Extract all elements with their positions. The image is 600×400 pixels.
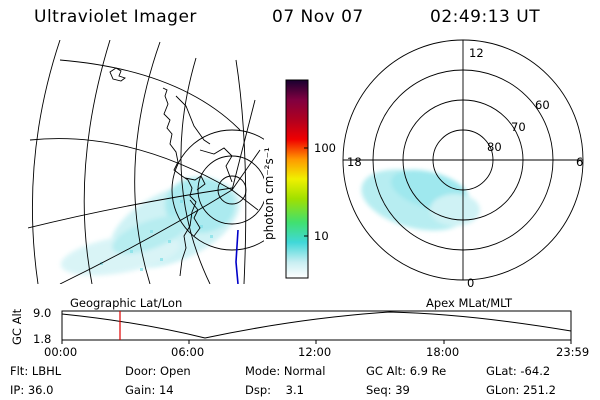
altitude-ylabel: GC Alt [10, 308, 24, 345]
info-dsp: Dsp: 3.1 [245, 383, 304, 397]
colorbar-tick-10: 10 [314, 229, 329, 243]
mlat-label-70: 70 [511, 120, 526, 134]
info-glat: GLat: -64.2 [486, 364, 551, 378]
info-ip: IP: 36.0 [10, 383, 54, 397]
colorbar [285, 79, 309, 279]
geographic-map [28, 40, 264, 284]
coastline-blue-segment [235, 229, 239, 284]
geographic-panel-label: Geographic Lat/Lon [70, 296, 183, 310]
mlt-label-6: 6 [576, 155, 584, 169]
time-tick-0000: 00:00 [44, 345, 78, 359]
time-label: 02:49:13 UT [430, 7, 541, 27]
lat-lon-grid [28, 40, 264, 284]
mlt-label-18: 18 [347, 155, 362, 169]
mlat-label-80: 80 [487, 140, 502, 154]
imager-title: Ultraviolet Imager [34, 7, 197, 27]
time-tick-1800: 18:00 [426, 345, 460, 359]
date-label: 07 Nov 07 [272, 7, 364, 27]
info-seq: Seq: 39 [366, 383, 410, 397]
time-tick-1200: 12:00 [298, 345, 332, 359]
info-gc-alt: GC Alt: 6.9 Re [366, 364, 447, 378]
info-door: Door: Open [125, 364, 191, 378]
mlt-label-0: 0 [467, 276, 475, 290]
altitude-plot [61, 310, 572, 344]
coastline [109, 67, 233, 277]
altitude-ytick-9: 9.0 [33, 306, 52, 320]
aurora-emission-polar [361, 169, 480, 231]
info-flt: Flt: LBHL [10, 364, 62, 378]
mlat-label-60: 60 [535, 98, 550, 112]
info-mode: Mode: Normal [245, 364, 326, 378]
info-glon: GLon: 251.2 [486, 383, 556, 397]
aurora-emission-geo [60, 177, 241, 276]
info-gain: Gain: 14 [125, 383, 174, 397]
colorbar-label: photon cm⁻²s⁻¹ [262, 147, 276, 240]
apex-panel-label: Apex MLat/MLT [426, 296, 513, 310]
polar-plot [342, 39, 584, 281]
mlt-label-12: 12 [469, 46, 484, 60]
time-tick-0600: 06:00 [171, 345, 205, 359]
time-tick-2359: 23:59 [556, 345, 590, 359]
altitude-ytick-1-8: 1.8 [33, 332, 52, 346]
colorbar-tick-100: 100 [314, 141, 336, 155]
